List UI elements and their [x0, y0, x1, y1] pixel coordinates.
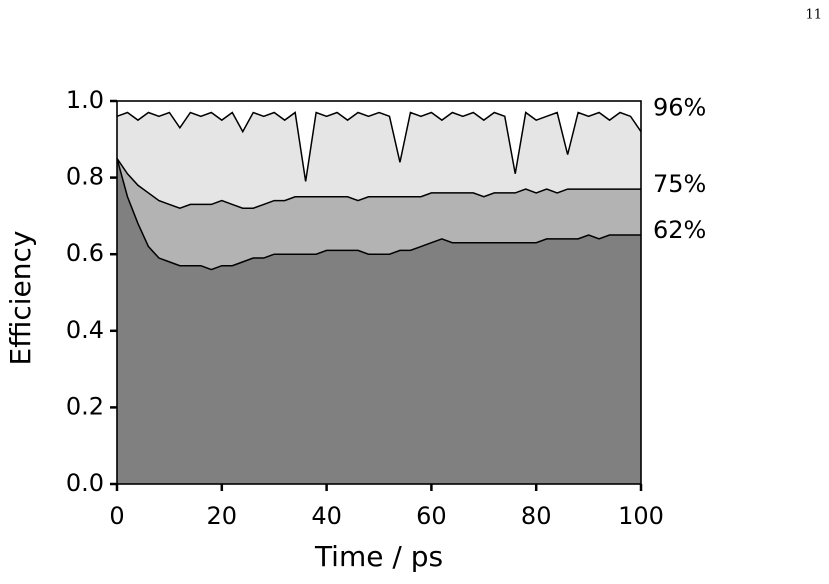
x-tick-label: 0 — [109, 502, 124, 530]
page-number: 11 — [805, 8, 822, 23]
line — [116, 158, 641, 271]
y-tick-label: 0.6 — [66, 239, 104, 267]
y-axis-label: Efficiency — [4, 231, 37, 366]
y-tick-label: 1.0 — [66, 86, 104, 114]
y-tick-label: 0.0 — [66, 469, 104, 497]
series-label: 96% — [653, 93, 706, 121]
x-tick-label: 40 — [311, 502, 342, 530]
y-tick-label: 0.8 — [66, 163, 104, 191]
series-label: 75% — [653, 170, 706, 198]
y-tick-label: 0.4 — [66, 316, 104, 344]
x-tick-label: 100 — [618, 502, 664, 530]
line — [116, 111, 642, 182]
x-tick-label: 60 — [416, 502, 447, 530]
area — [117, 158, 641, 484]
y-tick-label: 0.2 — [66, 392, 104, 420]
series-label: 62% — [653, 216, 706, 244]
line — [116, 158, 641, 210]
x-tick-label: 20 — [207, 502, 238, 530]
x-tick-label: 80 — [521, 502, 552, 530]
plot-frame — [116, 100, 642, 485]
x-axis-label: Time / ps — [314, 540, 443, 573]
